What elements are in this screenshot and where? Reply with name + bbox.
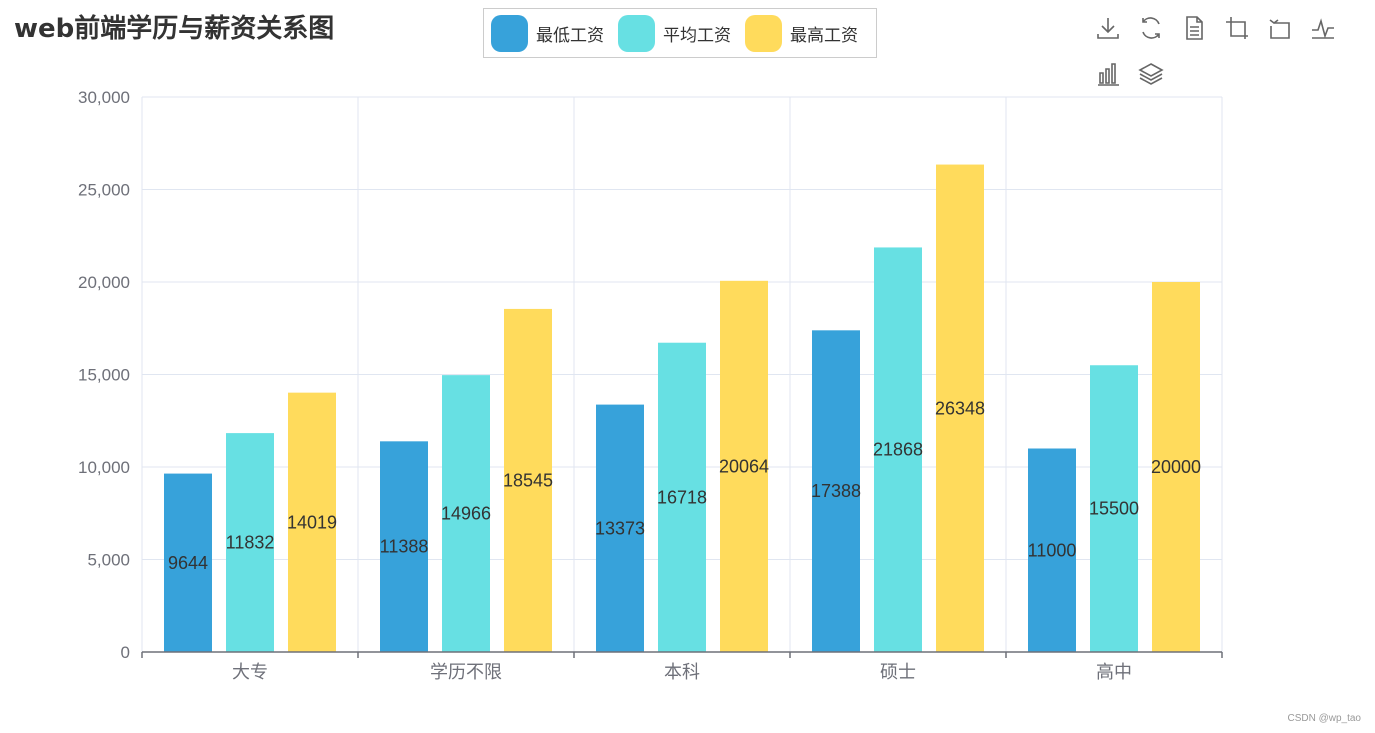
bar	[164, 473, 212, 652]
line-chart-icon[interactable]	[1309, 14, 1337, 42]
y-tick-label: 20,000	[78, 273, 130, 292]
bar	[442, 375, 490, 652]
y-tick-label: 25,000	[78, 181, 130, 200]
data-view-icon[interactable]	[1180, 14, 1208, 42]
y-tick-label: 30,000	[78, 88, 130, 107]
refresh-icon[interactable]	[1137, 14, 1165, 42]
bar	[936, 164, 984, 652]
data-label: 11000	[1028, 540, 1077, 560]
y-tick-label: 0	[121, 643, 130, 662]
data-label: 18545	[503, 470, 553, 490]
legend-item-avg[interactable]: 平均工资	[618, 14, 731, 52]
bar	[504, 308, 552, 652]
bar	[720, 280, 768, 652]
bar	[812, 330, 860, 652]
data-label: 20000	[1151, 457, 1201, 477]
data-label: 17388	[811, 481, 861, 501]
x-tick-label: 本科	[664, 662, 700, 683]
data-label: 20064	[719, 456, 769, 476]
bar	[874, 247, 922, 652]
zoom-reset-icon[interactable]	[1266, 14, 1294, 42]
legend-swatch-min	[491, 14, 528, 52]
bar	[1090, 365, 1138, 652]
data-label: 11388	[380, 537, 429, 557]
bar	[658, 342, 706, 652]
y-tick-label: 5,000	[87, 551, 130, 570]
bar	[596, 404, 644, 652]
x-tick-label: 高中	[1096, 662, 1132, 683]
data-label: 26348	[935, 398, 985, 418]
zoom-icon[interactable]	[1223, 14, 1251, 42]
stack-icon[interactable]	[1137, 60, 1165, 88]
legend-swatch-avg	[618, 14, 655, 52]
chart-title: web前端学历与薪资关系图	[14, 14, 335, 44]
legend-label-avg: 平均工资	[663, 25, 731, 46]
bar	[226, 433, 274, 652]
data-label: 9644	[168, 553, 208, 573]
data-label: 11832	[226, 533, 275, 553]
y-tick-label: 15,000	[78, 366, 130, 385]
x-tick-label: 大专	[232, 662, 268, 683]
download-icon[interactable]	[1094, 14, 1122, 42]
data-label: 14966	[441, 504, 491, 524]
data-label: 21868	[873, 440, 923, 460]
bar	[1028, 448, 1076, 652]
legend-label-min: 最低工资	[536, 25, 604, 46]
legend-item-max[interactable]: 最高工资	[745, 14, 858, 52]
x-tick-label: 学历不限	[430, 662, 502, 683]
bar	[380, 441, 428, 652]
data-label: 14019	[287, 512, 337, 532]
bar	[1152, 282, 1200, 652]
data-label: 13373	[595, 518, 645, 538]
watermark: CSDN @wp_tao	[1287, 713, 1361, 724]
legend-item-min[interactable]: 最低工资	[491, 14, 604, 52]
bar-chart-icon[interactable]	[1094, 60, 1122, 88]
data-label: 15500	[1089, 499, 1139, 519]
x-tick-label: 硕士	[880, 662, 916, 683]
legend: 最低工资 平均工资 最高工资	[483, 8, 877, 58]
legend-label-max: 最高工资	[790, 25, 858, 46]
y-tick-label: 10,000	[78, 458, 130, 477]
legend-swatch-max	[745, 14, 782, 52]
data-label: 16718	[657, 487, 707, 507]
bar	[288, 392, 336, 652]
